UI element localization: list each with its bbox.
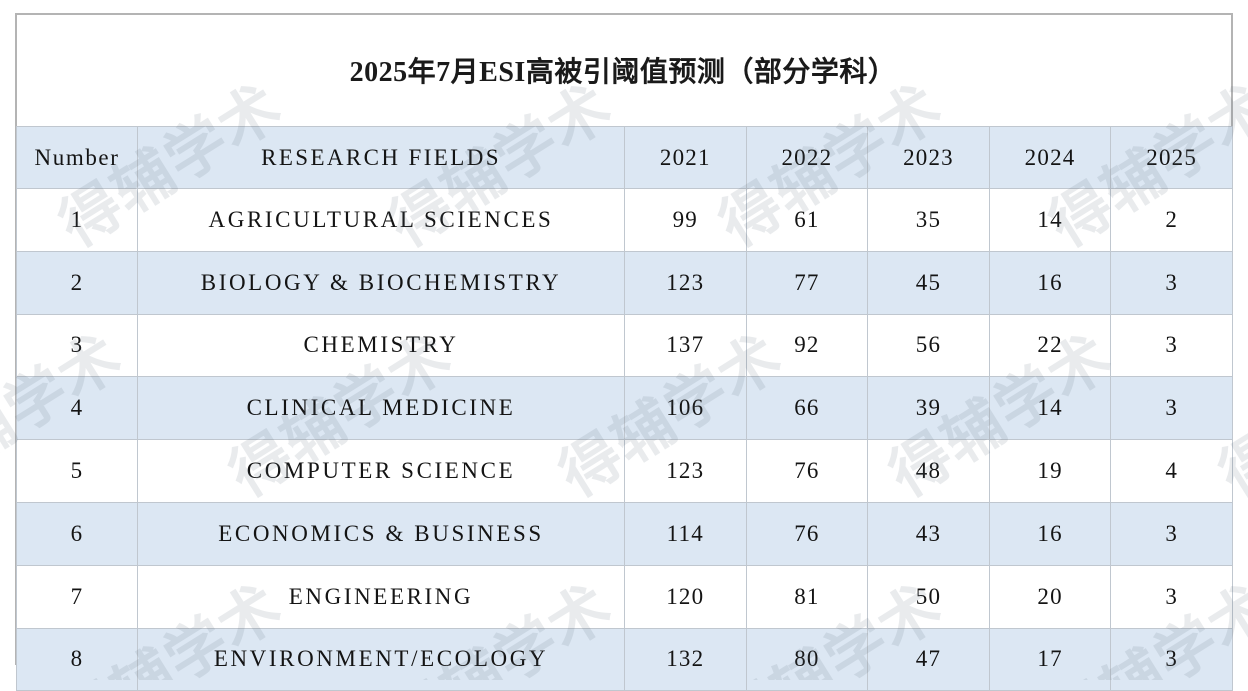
column-header-2023: 2023 bbox=[867, 126, 990, 189]
cell-number: 2 bbox=[16, 250, 138, 315]
table-header-row: Number RESEARCH FIELDS 2021 2022 2023 20… bbox=[16, 126, 1233, 189]
cell-threshold-2021: 123 bbox=[624, 250, 747, 315]
cell-threshold-2024: 16 bbox=[988, 501, 1112, 566]
cell-number: 5 bbox=[16, 439, 138, 503]
cell-threshold-2025: 3 bbox=[1110, 313, 1233, 378]
cell-threshold-2022: 76 bbox=[745, 501, 869, 566]
cell-threshold-2023: 43 bbox=[867, 501, 990, 566]
esi-threshold-table: Number RESEARCH FIELDS 2021 2022 2023 20… bbox=[16, 126, 1233, 691]
cell-research-field: COMPUTER SCIENCE bbox=[137, 439, 625, 503]
cell-threshold-2022: 76 bbox=[745, 439, 869, 503]
cell-threshold-2023: 45 bbox=[867, 250, 990, 315]
cell-threshold-2021: 114 bbox=[624, 501, 747, 566]
table-row: 3 CHEMISTRY 137 92 56 22 3 bbox=[16, 313, 1233, 378]
cell-research-field: AGRICULTURAL SCIENCES bbox=[137, 188, 625, 252]
table-row: 7 ENGINEERING 120 81 50 20 3 bbox=[16, 564, 1233, 629]
cell-threshold-2022: 81 bbox=[745, 564, 869, 629]
cell-number: 4 bbox=[16, 376, 138, 441]
cell-research-field: ENVIRONMENT/ECOLOGY bbox=[137, 627, 625, 691]
cell-threshold-2023: 48 bbox=[867, 439, 990, 503]
cell-research-field: CLINICAL MEDICINE bbox=[137, 376, 625, 441]
cell-number: 8 bbox=[16, 627, 138, 691]
cell-threshold-2023: 39 bbox=[867, 376, 990, 441]
table-row: 2 BIOLOGY & BIOCHEMISTRY 123 77 45 16 3 bbox=[16, 250, 1233, 315]
cell-threshold-2021: 99 bbox=[624, 188, 747, 252]
cell-threshold-2024: 20 bbox=[988, 564, 1112, 629]
cell-threshold-2025: 4 bbox=[1110, 439, 1233, 503]
cell-threshold-2021: 120 bbox=[624, 564, 747, 629]
cell-threshold-2024: 14 bbox=[988, 188, 1112, 252]
cell-threshold-2021: 132 bbox=[624, 627, 747, 691]
table-body: 1 AGRICULTURAL SCIENCES 99 61 35 14 2 2 BIOLOGY … bbox=[16, 188, 1233, 691]
cell-threshold-2025: 3 bbox=[1110, 250, 1233, 315]
cell-threshold-2025: 3 bbox=[1110, 564, 1233, 629]
cell-number: 3 bbox=[16, 313, 138, 378]
table-row: 6 ECONOMICS & BUSINESS 114 76 43 16 3 bbox=[16, 501, 1233, 566]
column-header-research-fields: RESEARCH FIELDS bbox=[137, 126, 625, 189]
cell-threshold-2025: 3 bbox=[1110, 376, 1233, 441]
cell-threshold-2022: 92 bbox=[745, 313, 869, 378]
column-header-2021: 2021 bbox=[624, 126, 747, 189]
table-header: Number RESEARCH FIELDS 2021 2022 2023 20… bbox=[16, 126, 1233, 189]
cell-threshold-2022: 61 bbox=[745, 188, 869, 252]
cell-threshold-2024: 14 bbox=[988, 376, 1112, 441]
cell-research-field: CHEMISTRY bbox=[137, 313, 625, 378]
cell-threshold-2022: 80 bbox=[745, 627, 869, 691]
cell-threshold-2024: 16 bbox=[988, 250, 1112, 315]
table-row: 1 AGRICULTURAL SCIENCES 99 61 35 14 2 bbox=[16, 188, 1233, 252]
cell-threshold-2025: 2 bbox=[1110, 188, 1233, 252]
cell-threshold-2023: 50 bbox=[867, 564, 990, 629]
cell-threshold-2021: 137 bbox=[624, 313, 747, 378]
cell-threshold-2024: 22 bbox=[988, 313, 1112, 378]
cell-research-field: BIOLOGY & BIOCHEMISTRY bbox=[137, 250, 625, 315]
cell-threshold-2023: 47 bbox=[867, 627, 990, 691]
cell-number: 1 bbox=[16, 188, 138, 252]
title-band: 2025年7月ESI高被引阈值预测（部分学科） bbox=[15, 14, 1231, 126]
cell-threshold-2021: 106 bbox=[624, 376, 747, 441]
column-header-2022: 2022 bbox=[745, 126, 869, 189]
column-header-2025: 2025 bbox=[1110, 126, 1233, 189]
cell-threshold-2021: 123 bbox=[624, 439, 747, 503]
cell-threshold-2024: 19 bbox=[988, 439, 1112, 503]
cell-number: 7 bbox=[16, 564, 138, 629]
cell-threshold-2025: 3 bbox=[1110, 501, 1233, 566]
cell-threshold-2025: 3 bbox=[1110, 627, 1233, 691]
page-title: 2025年7月ESI高被引阈值预测（部分学科） bbox=[349, 57, 897, 88]
cell-number: 6 bbox=[16, 501, 138, 566]
cell-threshold-2024: 17 bbox=[988, 627, 1112, 691]
column-header-number: Number bbox=[16, 126, 138, 189]
table-row: 4 CLINICAL MEDICINE 106 66 39 14 3 bbox=[16, 376, 1233, 441]
table-row: 8 ENVIRONMENT/ECOLOGY 132 80 47 17 3 bbox=[16, 627, 1233, 691]
cell-threshold-2022: 77 bbox=[745, 250, 869, 315]
cell-threshold-2022: 66 bbox=[745, 376, 869, 441]
cell-threshold-2023: 35 bbox=[867, 188, 990, 252]
cell-research-field: ENGINEERING bbox=[137, 564, 625, 629]
cell-research-field: ECONOMICS & BUSINESS bbox=[137, 501, 625, 566]
table-row: 5 COMPUTER SCIENCE 123 76 48 19 4 bbox=[16, 439, 1233, 503]
column-header-2024: 2024 bbox=[988, 126, 1112, 189]
cell-threshold-2023: 56 bbox=[867, 313, 990, 378]
